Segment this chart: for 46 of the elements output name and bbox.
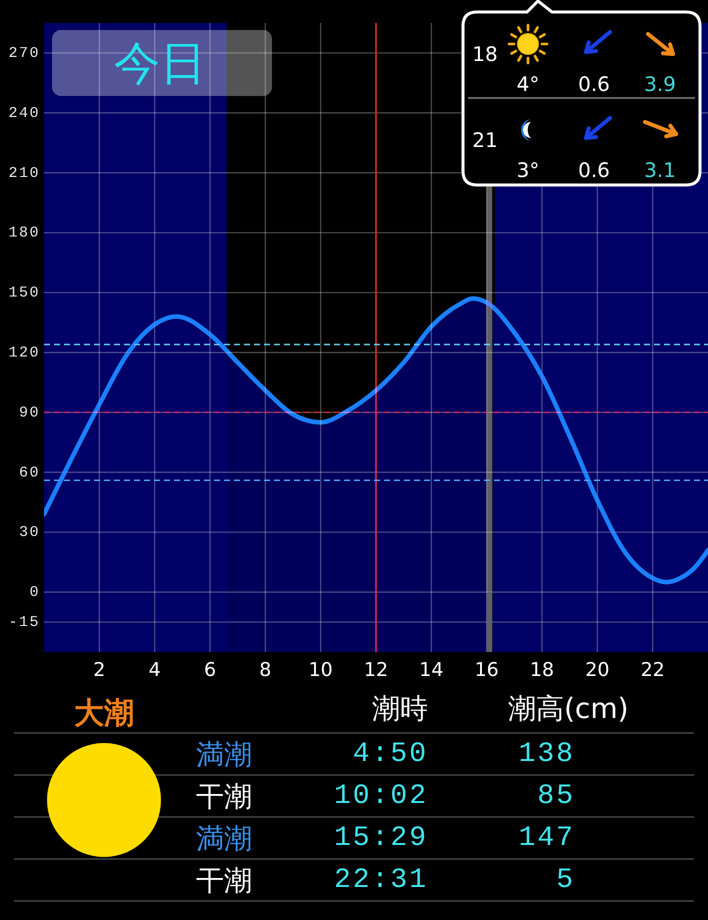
x-tick-label: 22 xyxy=(640,659,665,681)
category-label: 18 xyxy=(472,42,498,66)
text: 5 xyxy=(556,864,575,896)
x-tick-label: 2 xyxy=(93,659,106,681)
x-tick-label: 18 xyxy=(530,659,554,681)
y-tick-label: 30 xyxy=(18,524,40,541)
text: 22:31 xyxy=(334,864,428,896)
category-label: 干潮 xyxy=(196,780,252,812)
y-tick-label: 60 xyxy=(18,464,40,481)
text: 0.6 xyxy=(578,158,610,182)
category-label: 干潮 xyxy=(196,864,252,896)
y-tick-label: 120 xyxy=(8,344,40,361)
category-label: 21 xyxy=(472,128,498,152)
x-tick-label: 20 xyxy=(585,659,610,681)
text: 85 xyxy=(537,780,575,812)
x-tick-label: 16 xyxy=(474,659,499,681)
text: 138 xyxy=(518,738,575,770)
x-tick-label: 14 xyxy=(419,659,444,681)
x-tick-label: 4 xyxy=(148,659,161,681)
category-label: 満潮 xyxy=(196,738,252,770)
x-tick-label: 8 xyxy=(259,659,272,681)
text: 4:50 xyxy=(352,738,428,770)
text: 0.6 xyxy=(578,72,610,96)
text: 10:02 xyxy=(334,780,428,812)
x-tick-label: 6 xyxy=(204,659,216,681)
y-tick-label: 90 xyxy=(18,404,40,421)
y-tick-label: 210 xyxy=(8,164,40,182)
text: 15:29 xyxy=(334,822,428,854)
y-tick-label: 180 xyxy=(8,224,40,242)
category-label: 潮時 xyxy=(372,692,428,724)
chart-title: 今日 xyxy=(114,36,206,90)
y-tick-label: 270 xyxy=(8,44,40,62)
text: 147 xyxy=(518,822,575,854)
category-label: 潮高(cm) xyxy=(508,692,629,724)
text: 3.1 xyxy=(644,158,676,182)
text: 3° xyxy=(516,158,540,182)
y-tick-label: 150 xyxy=(8,284,40,302)
text: 3.9 xyxy=(644,72,676,96)
x-tick-label: 12 xyxy=(364,659,388,681)
y-tick-label: -15 xyxy=(8,614,40,631)
y-tick-label: 0 xyxy=(29,584,40,601)
x-tick-label: 10 xyxy=(308,659,333,681)
text: 大潮 xyxy=(74,696,134,730)
category-label: 満潮 xyxy=(196,822,252,854)
text: 4° xyxy=(516,72,540,96)
y-tick-label: 240 xyxy=(8,104,40,122)
